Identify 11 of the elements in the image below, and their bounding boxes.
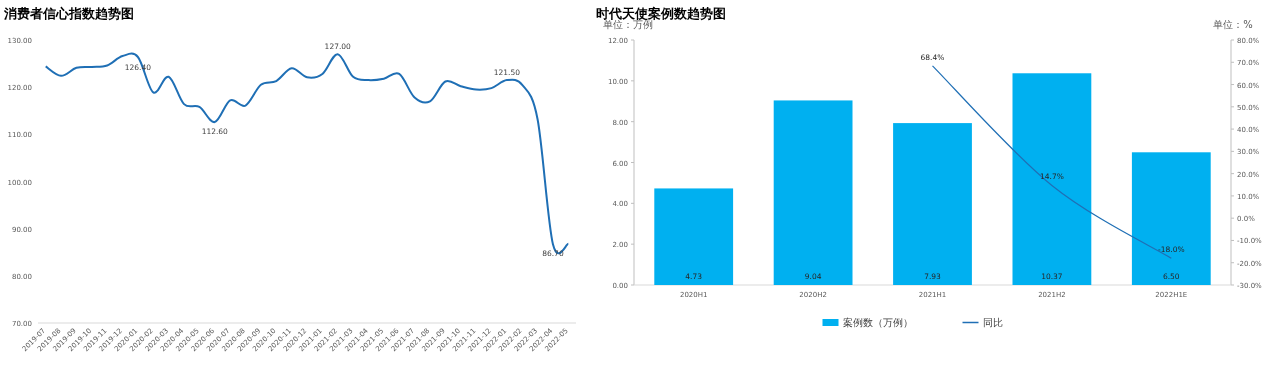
y2-axis-title: 单位：% <box>1213 19 1253 30</box>
bar <box>1131 152 1211 285</box>
bar <box>893 123 972 285</box>
bar <box>654 188 734 285</box>
legend-label: 案例数（万例） <box>842 317 913 328</box>
chart-title: 消费者信心指数趋势图 <box>3 6 134 21</box>
legend-label: 同比 <box>982 317 1003 328</box>
bar <box>1012 73 1092 285</box>
bar <box>773 100 853 285</box>
y-axis-title: 单位：万例 <box>603 19 653 30</box>
chart-title: 时代天使案例数趋势图 <box>596 6 726 21</box>
